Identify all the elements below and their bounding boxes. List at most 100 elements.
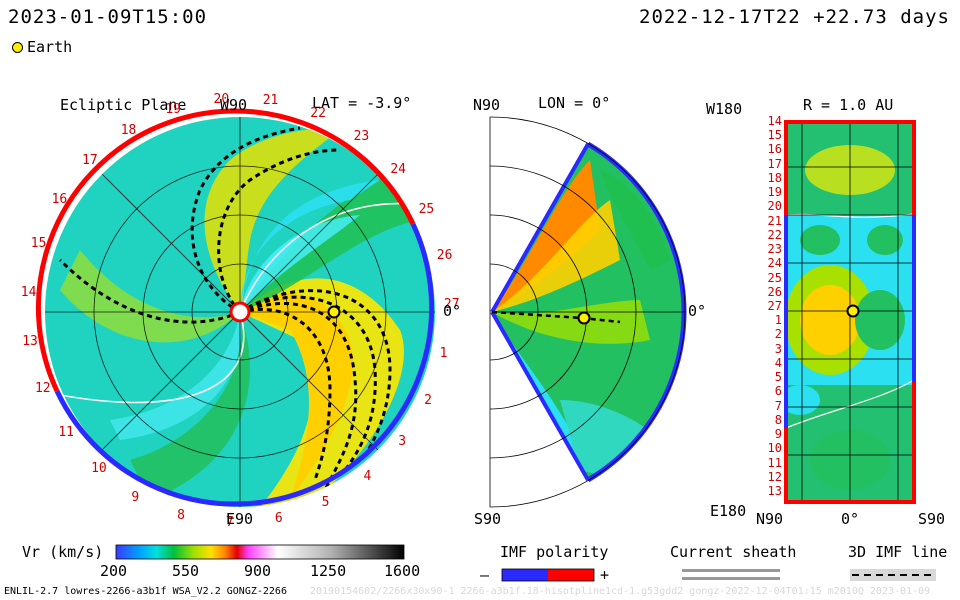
rotation-label: 14: [20, 284, 37, 300]
map-y-label: 21: [767, 213, 782, 228]
map-radius: R = 1.0 AU: [803, 96, 894, 114]
ecliptic-lat: LAT = -3.9°: [312, 94, 412, 112]
rotation-label: 16: [51, 191, 68, 207]
colorbar-tick-2: 900: [244, 562, 272, 580]
map-y-label: 3: [774, 341, 782, 356]
rotation-label: 26: [436, 248, 453, 264]
rotation-label: 4: [363, 469, 372, 485]
map-y-label: 20: [767, 199, 782, 214]
map-y-label: 26: [767, 284, 782, 299]
imf-positive-swatch: [548, 569, 594, 581]
map-e180: E180: [710, 502, 747, 520]
rotation-label: 12: [34, 381, 51, 397]
rotation-label: 1: [439, 345, 448, 361]
imf-plus: +: [600, 566, 610, 584]
map-y-label: 15: [767, 128, 782, 143]
map-y-label: 7: [774, 398, 782, 413]
rotation-label: 7: [225, 514, 234, 530]
map-y-label: 13: [767, 484, 782, 498]
rotation-label: 20: [213, 91, 230, 107]
earth-marker: [327, 305, 341, 319]
rotation-label: 22: [310, 105, 326, 121]
rotation-label: 25: [418, 202, 435, 218]
rotation-label: 21: [262, 93, 279, 109]
rotation-label: 15: [30, 236, 47, 252]
map-y-label: 8: [774, 412, 782, 427]
ecliptic-right-label: 0°: [443, 302, 462, 320]
rotation-label: 5: [321, 495, 330, 511]
map-y-label: 9: [774, 427, 782, 442]
map-y-label: 27: [767, 299, 782, 313]
footer-left: ENLIL-2.7 lowres-2266-a3b1f WSA_V2.2 GON…: [4, 586, 287, 597]
rotation-label: 17: [82, 153, 98, 169]
meridional-s90: S90: [474, 510, 502, 528]
sun-marker: [229, 301, 251, 323]
map-y-label: 4: [774, 355, 782, 370]
map-y-label: 6: [774, 384, 782, 399]
ecliptic-title: Ecliptic Plane: [60, 96, 187, 114]
earth-icon: [12, 42, 23, 53]
meridional-lon: LON = 0°: [538, 94, 611, 112]
date-left: 2023-01-09T15:00: [8, 6, 208, 28]
ecliptic-plot: [35, 108, 435, 507]
colorbar-tick-1: 550: [172, 562, 200, 580]
map-plot: [784, 120, 916, 504]
map-y-label: 19: [767, 185, 782, 200]
map-y-label: 25: [767, 270, 782, 285]
map-y-label: 17: [767, 156, 782, 171]
meridional-n90: N90: [473, 96, 501, 114]
rotation-label: 23: [353, 129, 370, 145]
rotation-label: 13: [22, 333, 38, 349]
map-y-label: 23: [767, 242, 782, 257]
sheath-swatch-1: [682, 569, 780, 572]
imf-negative-swatch: [502, 569, 548, 581]
ecliptic-top-label: W90: [220, 96, 248, 114]
map-y-label: 1: [774, 313, 782, 328]
rotation-label: 3: [398, 434, 407, 450]
map-y-label: 11: [767, 455, 782, 470]
current-sheath-title: Current sheath: [670, 543, 797, 561]
rotation-label: 10: [91, 461, 107, 477]
rotation-label: 9: [131, 489, 140, 505]
rotation-label: 2: [424, 392, 432, 408]
map-x-label-1: 0°: [841, 510, 860, 528]
rotation-label: 27: [443, 296, 460, 312]
map-y-label: 22: [767, 227, 782, 242]
map-earth-marker: [846, 304, 860, 318]
rotation-label: 18: [120, 122, 137, 138]
colorbar-tick-3: 1250: [310, 562, 347, 580]
colorbar: [115, 544, 405, 560]
map-y-label: 12: [767, 469, 782, 484]
map-y-label: 18: [767, 170, 782, 185]
meridional-plot: [489, 116, 687, 508]
map-y-label: 24: [767, 256, 782, 271]
date-right: 2022-12-17T22 +22.73 days: [639, 6, 950, 28]
map-y-label: 16: [767, 142, 782, 157]
map-y-label: 14: [767, 114, 782, 128]
map-y-label: 10: [767, 441, 782, 456]
map-x-label-0: N90: [756, 510, 784, 528]
map-x-label-2: S90: [918, 510, 946, 528]
rotation-label: 19: [165, 101, 181, 117]
colorbar-label: Vr (km/s): [22, 543, 104, 561]
ecliptic-bottom-label: E90: [226, 510, 254, 528]
map-y-label: 2: [774, 327, 782, 342]
sheath-swatch-2: [682, 577, 780, 580]
rotation-label: 24: [390, 162, 407, 178]
meridional-right-label: 0°: [688, 302, 707, 320]
colorbar-tick-0: 200: [100, 562, 128, 580]
map-w180: W180: [706, 100, 743, 118]
imf-line-title: 3D IMF line: [848, 543, 948, 561]
ecliptic-velocity-field: [45, 117, 435, 507]
imf-polarity-title: IMF polarity: [500, 543, 609, 561]
rotation-label: 6: [274, 510, 283, 526]
meridional-earth-marker: [577, 311, 591, 325]
imf-minus: –: [480, 566, 490, 584]
rotation-label: 8: [177, 507, 185, 523]
earth-legend: Earth: [12, 38, 72, 56]
colorbar-tick-4: 1600: [384, 562, 421, 580]
footer-right: 20190154602/2266x30x90-1 2266-a3b1f.18-h…: [310, 586, 931, 597]
rotation-label: 11: [58, 424, 74, 440]
map-y-label: 5: [774, 370, 782, 385]
